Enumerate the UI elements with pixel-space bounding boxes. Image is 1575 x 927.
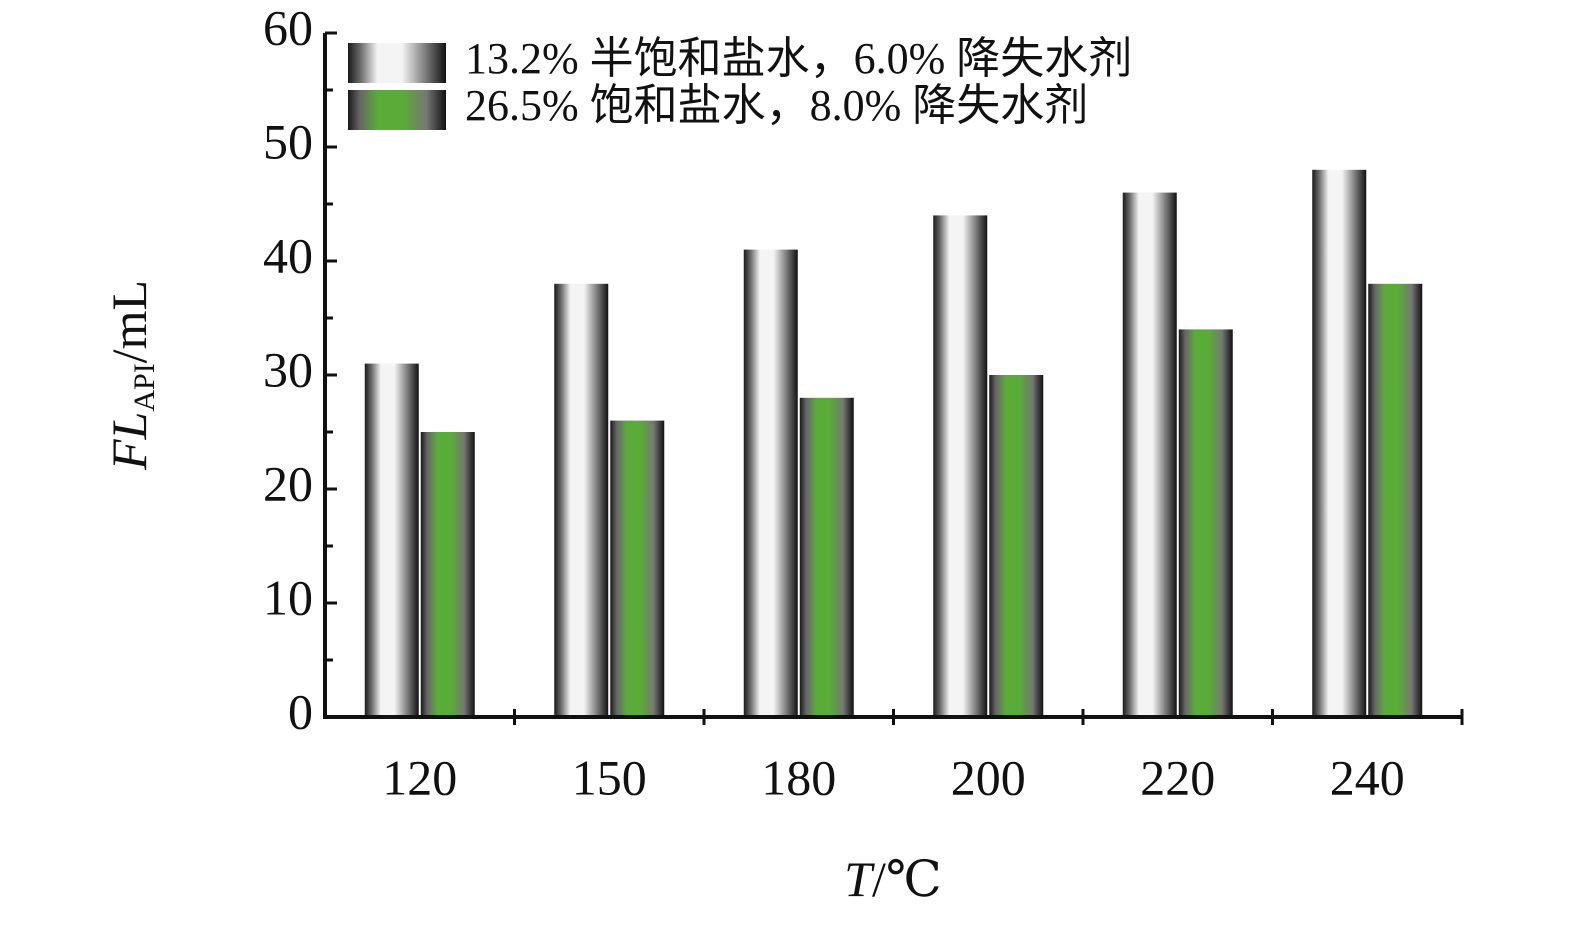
legend-label: 13.2% 半饱和盐水，6.0% 降失水剂: [465, 34, 1132, 83]
bar: [1178, 329, 1233, 717]
y-axis-title-main: FL: [101, 412, 157, 471]
x-axis-title-unit: /℃: [872, 851, 942, 907]
x-tick-label: 220: [1140, 749, 1215, 805]
x-axis-title-main: T: [844, 851, 875, 907]
bar: [364, 363, 419, 717]
y-tick-label: 20: [263, 455, 313, 511]
y-tick-label: 60: [263, 0, 313, 55]
bar: [1368, 283, 1423, 717]
x-tick-label: 200: [951, 749, 1026, 805]
legend-swatch: [348, 90, 446, 130]
x-tick-label: 240: [1330, 749, 1405, 805]
y-tick-label: 50: [263, 113, 313, 169]
y-tick-label: 40: [263, 227, 313, 283]
y-axis-title: FLAPI/mL: [101, 280, 160, 471]
bar: [1122, 192, 1177, 718]
x-axis-title: T/℃: [844, 851, 942, 907]
bar: [420, 432, 475, 717]
legend-label: 26.5% 饱和盐水，8.0% 降失水剂: [465, 81, 1088, 130]
y-tick-label: 30: [263, 341, 313, 397]
y-tick-label: 10: [263, 569, 313, 625]
bar: [799, 397, 854, 717]
x-tick-label: 120: [382, 749, 457, 805]
bar: [610, 420, 665, 717]
x-tick-label: 150: [572, 749, 647, 805]
bar: [989, 375, 1044, 717]
legend-swatch: [348, 43, 446, 83]
bar: [933, 215, 988, 717]
bar: [554, 283, 609, 717]
y-axis-title-unit: /mL: [101, 280, 157, 363]
x-tick-label: 180: [761, 749, 836, 805]
bar: [743, 249, 798, 717]
y-tick-label: 0: [288, 683, 313, 739]
bar: [1312, 169, 1367, 718]
y-axis-title-sub: API: [128, 363, 161, 411]
